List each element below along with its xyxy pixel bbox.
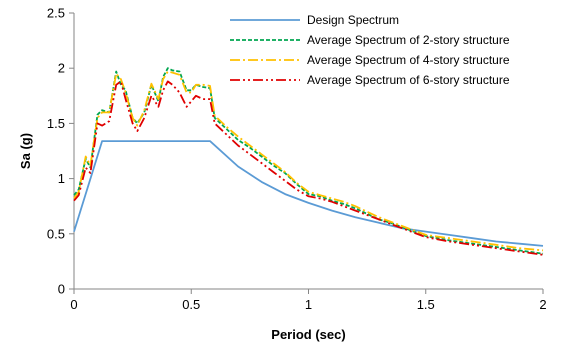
y-tick-label: 2.5 <box>47 6 65 21</box>
tick-labels: 0 0.5 1 1.5 2 2.5 0 0.5 1 1.5 2 <box>47 6 547 313</box>
legend-label-4: Average Spectrum of 6-story structure <box>307 73 510 87</box>
legend-label-1: Design Spectrum <box>307 13 399 27</box>
series-line-4 <box>73 80 544 256</box>
legend: Design Spectrum Average Spectrum of 2-sto… <box>230 13 510 87</box>
y-axis-title: Sa (g) <box>18 133 33 169</box>
x-tick-label: 0 <box>70 297 77 312</box>
y-tick-label: 1.5 <box>47 116 65 131</box>
y-tick-label: 2 <box>58 61 65 76</box>
series-group <box>73 67 544 256</box>
x-tick-label: 1.5 <box>417 297 435 312</box>
x-tick-label: 1 <box>305 297 312 312</box>
series-line-1 <box>73 140 544 247</box>
legend-label-2: Average Spectrum of 2-story structure <box>307 33 510 47</box>
x-tick-label: 0.5 <box>182 297 200 312</box>
y-tick-label: 0.5 <box>47 226 65 241</box>
x-axis-title: Period (sec) <box>271 327 345 342</box>
y-tick-label: 0 <box>58 282 65 297</box>
axes <box>69 12 544 294</box>
series-line-3 <box>73 70 544 252</box>
y-tick-label: 1 <box>58 171 65 186</box>
series-line-2 <box>73 67 544 255</box>
legend-label-3: Average Spectrum of 4-story structure <box>307 53 510 67</box>
x-tick-label: 2 <box>539 297 546 312</box>
